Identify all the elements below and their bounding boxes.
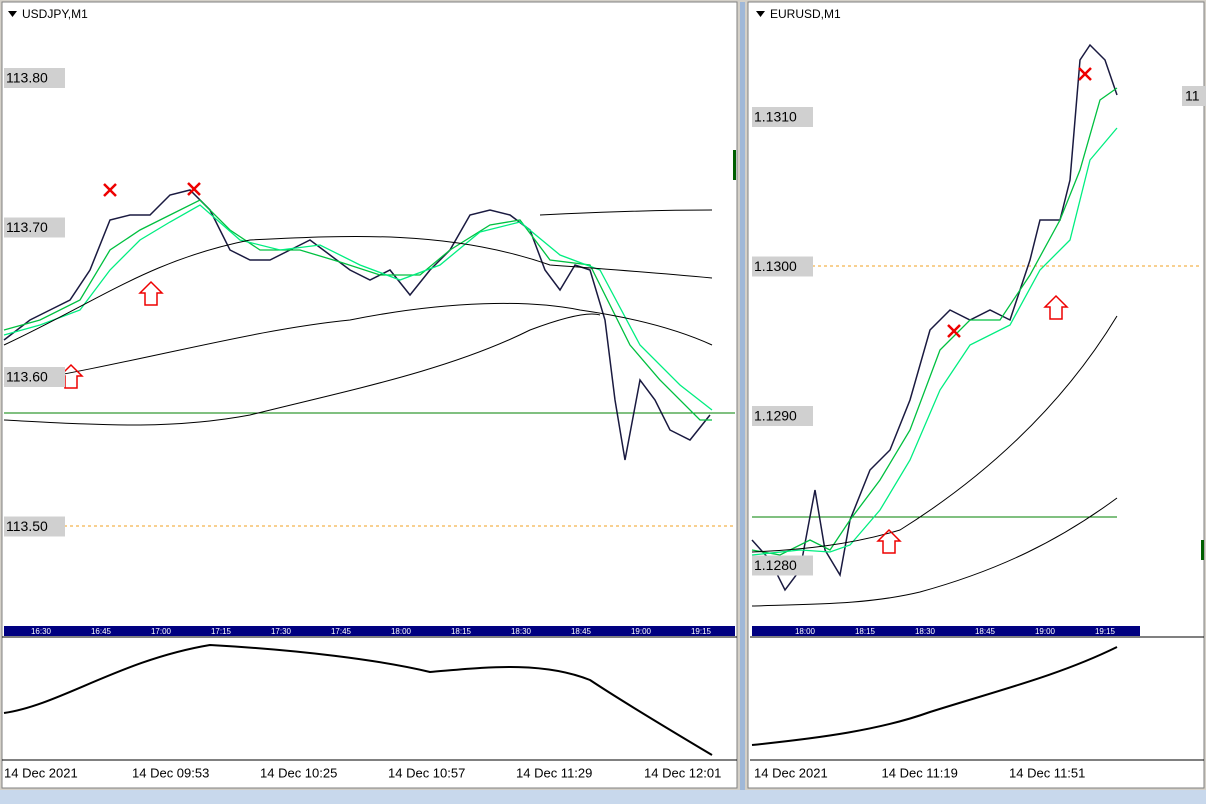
- cross: [947, 67, 1092, 338]
- ma: [3, 199, 712, 421]
- strip-time: 18:30: [915, 627, 936, 636]
- ma: [3, 235, 713, 346]
- strip-time: 19:00: [631, 627, 652, 636]
- price-label: 113.70: [6, 219, 48, 235]
- price-label-bg: [4, 68, 65, 88]
- ma: [3, 302, 713, 386]
- price-label-bg: [752, 107, 813, 127]
- price-label: 1.1300: [754, 258, 797, 274]
- strip-time: 18:15: [451, 627, 472, 636]
- window: [747, 1, 1205, 789]
- price-label: 1.1310: [754, 109, 797, 125]
- ma: [3, 313, 601, 426]
- strip-time: 17:30: [271, 627, 292, 636]
- cross: [103, 182, 201, 197]
- price-label: 1.1280: [754, 557, 797, 573]
- price-label: 113.80: [6, 70, 48, 86]
- price-label-bg: [752, 256, 813, 277]
- indicator: [751, 646, 1118, 746]
- strip-time: 18:45: [571, 627, 592, 636]
- price: [3, 189, 711, 461]
- price-label-bg: [752, 555, 813, 576]
- time-label: 14 Dec 09:53: [132, 765, 209, 780]
- splitter[interactable]: [740, 2, 745, 800]
- arrow: [876, 294, 1069, 554]
- strip-time: 16:30: [31, 627, 52, 636]
- symbol-title: USDJPY,M1: [22, 7, 88, 21]
- time-label: 14 Dec 2021: [754, 765, 828, 780]
- marker: [1201, 540, 1204, 560]
- ma: [751, 127, 1118, 556]
- time-label: 14 Dec 11:51: [1009, 765, 1085, 780]
- price-label: 113.60: [6, 369, 48, 385]
- strip-time: 19:15: [691, 627, 712, 636]
- time-label: 14 Dec 11:19: [882, 765, 958, 780]
- window: [1, 1, 738, 789]
- price: [751, 43, 1118, 592]
- ma: [3, 204, 713, 411]
- strip-time: 17:45: [331, 627, 352, 636]
- ma: [751, 315, 1118, 553]
- price-label-bg: [4, 367, 65, 387]
- strip-time: 18:30: [511, 627, 532, 636]
- time-label: 14 Dec 10:57: [388, 765, 465, 780]
- strip-time: 18:00: [391, 627, 412, 636]
- price-label-bg: [4, 217, 65, 238]
- price-label: 1.1290: [754, 408, 797, 424]
- time-strip: [752, 626, 1140, 636]
- time-strip: [4, 626, 735, 636]
- ma: [539, 209, 713, 216]
- strip-time: 16:45: [91, 627, 112, 636]
- strip-time: 19:15: [1095, 627, 1116, 636]
- ma: [751, 87, 1118, 556]
- symbol-title: EURUSD,M1: [770, 7, 841, 21]
- strip-time: 19:00: [1035, 627, 1056, 636]
- price-label: 113.50: [6, 518, 48, 534]
- time-label: 14 Dec 12:01: [644, 765, 721, 780]
- strip-time: 18:45: [975, 627, 996, 636]
- price-label-bg: [1182, 86, 1206, 106]
- strip-time: 17:15: [211, 627, 232, 636]
- strip-time: 17:00: [151, 627, 172, 636]
- status-bar: [0, 790, 1206, 804]
- price-label-bg: [752, 406, 813, 426]
- indicator: [3, 643, 713, 756]
- ma: [751, 497, 1118, 607]
- marker: [733, 150, 736, 180]
- strip-time: 18:00: [795, 627, 816, 636]
- time-label: 14 Dec 10:25: [260, 765, 337, 780]
- time-label: 14 Dec 11:29: [516, 765, 592, 780]
- menu-triangle: [756, 11, 765, 17]
- strip-time: 18:15: [855, 627, 876, 636]
- price-label: 11: [1185, 88, 1200, 104]
- menu-triangle: [8, 11, 17, 17]
- time-label: 14 Dec 2021: [4, 765, 78, 780]
- price-label-bg: [4, 516, 65, 537]
